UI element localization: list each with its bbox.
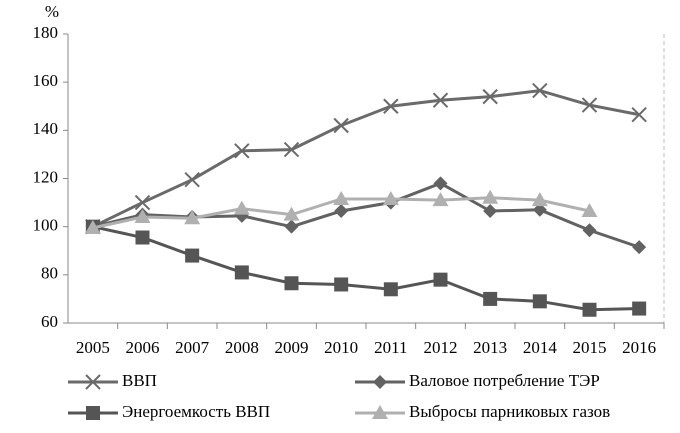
marker: [134, 209, 151, 224]
marker: [283, 141, 300, 158]
y-tick-label: 80: [41, 264, 58, 283]
x-tick-label: 2007: [175, 338, 210, 357]
marker: [134, 194, 151, 211]
marker: [334, 204, 349, 219]
x-tick-label: 2009: [275, 338, 309, 357]
x-tick-label: 2006: [126, 338, 160, 357]
marker: [632, 240, 647, 255]
x-tick-label: 2016: [622, 338, 656, 357]
x-tick-label: 2015: [573, 338, 607, 357]
marker: [581, 203, 598, 218]
y-tick-label: 160: [33, 71, 59, 90]
marker: [86, 406, 100, 420]
x-tick-label: 2013: [473, 338, 507, 357]
y-tick-label: 180: [33, 23, 59, 42]
marker: [482, 189, 499, 204]
x-tick-label: 2010: [324, 338, 358, 357]
marker: [234, 265, 249, 280]
marker: [234, 143, 250, 159]
marker: [531, 192, 548, 207]
marker: [532, 202, 547, 217]
y-axis-label: %: [45, 2, 59, 21]
x-tick-label: 2014: [523, 338, 558, 357]
marker: [382, 190, 399, 205]
marker: [483, 291, 498, 306]
legend-label: Энергоемкость ВВП: [122, 402, 270, 421]
marker: [532, 294, 547, 309]
legend-label: Валовое потребление ТЭР: [409, 371, 600, 390]
marker: [333, 190, 350, 205]
marker: [581, 97, 598, 113]
legend-label: ВВП: [122, 371, 157, 390]
marker: [184, 171, 200, 188]
series-line: [92, 225, 640, 312]
marker: [483, 204, 498, 219]
marker: [383, 282, 398, 297]
marker: [284, 219, 299, 234]
series-line: [92, 89, 640, 229]
marker: [233, 200, 250, 215]
marker: [632, 301, 647, 316]
marker: [373, 375, 387, 389]
marker: [334, 277, 349, 292]
x-tick-label: 2012: [424, 338, 458, 357]
marker: [432, 192, 449, 207]
marker: [433, 272, 448, 287]
marker: [532, 82, 548, 99]
marker: [333, 117, 349, 134]
marker: [582, 302, 597, 317]
marker: [482, 88, 498, 105]
y-tick-label: 100: [33, 216, 59, 235]
marker: [284, 276, 299, 291]
marker: [432, 92, 449, 108]
marker: [185, 248, 200, 263]
marker: [631, 106, 647, 123]
marker: [84, 219, 101, 234]
marker: [582, 223, 597, 238]
marker: [433, 176, 448, 191]
y-tick-label: 120: [33, 167, 59, 186]
marker: [135, 230, 150, 245]
x-tick-label: 2011: [374, 338, 407, 357]
marker: [383, 98, 399, 114]
x-tick-label: 2008: [225, 338, 259, 357]
series-line: [92, 181, 640, 249]
legend-label: Выбросы парниковых газов: [409, 402, 610, 421]
marker: [283, 206, 300, 221]
marker: [184, 210, 201, 225]
x-tick-label: 2005: [76, 338, 110, 357]
y-tick-label: 60: [41, 312, 58, 331]
marker: [372, 405, 388, 419]
y-tick-label: 140: [33, 119, 59, 138]
marker: [85, 374, 101, 390]
